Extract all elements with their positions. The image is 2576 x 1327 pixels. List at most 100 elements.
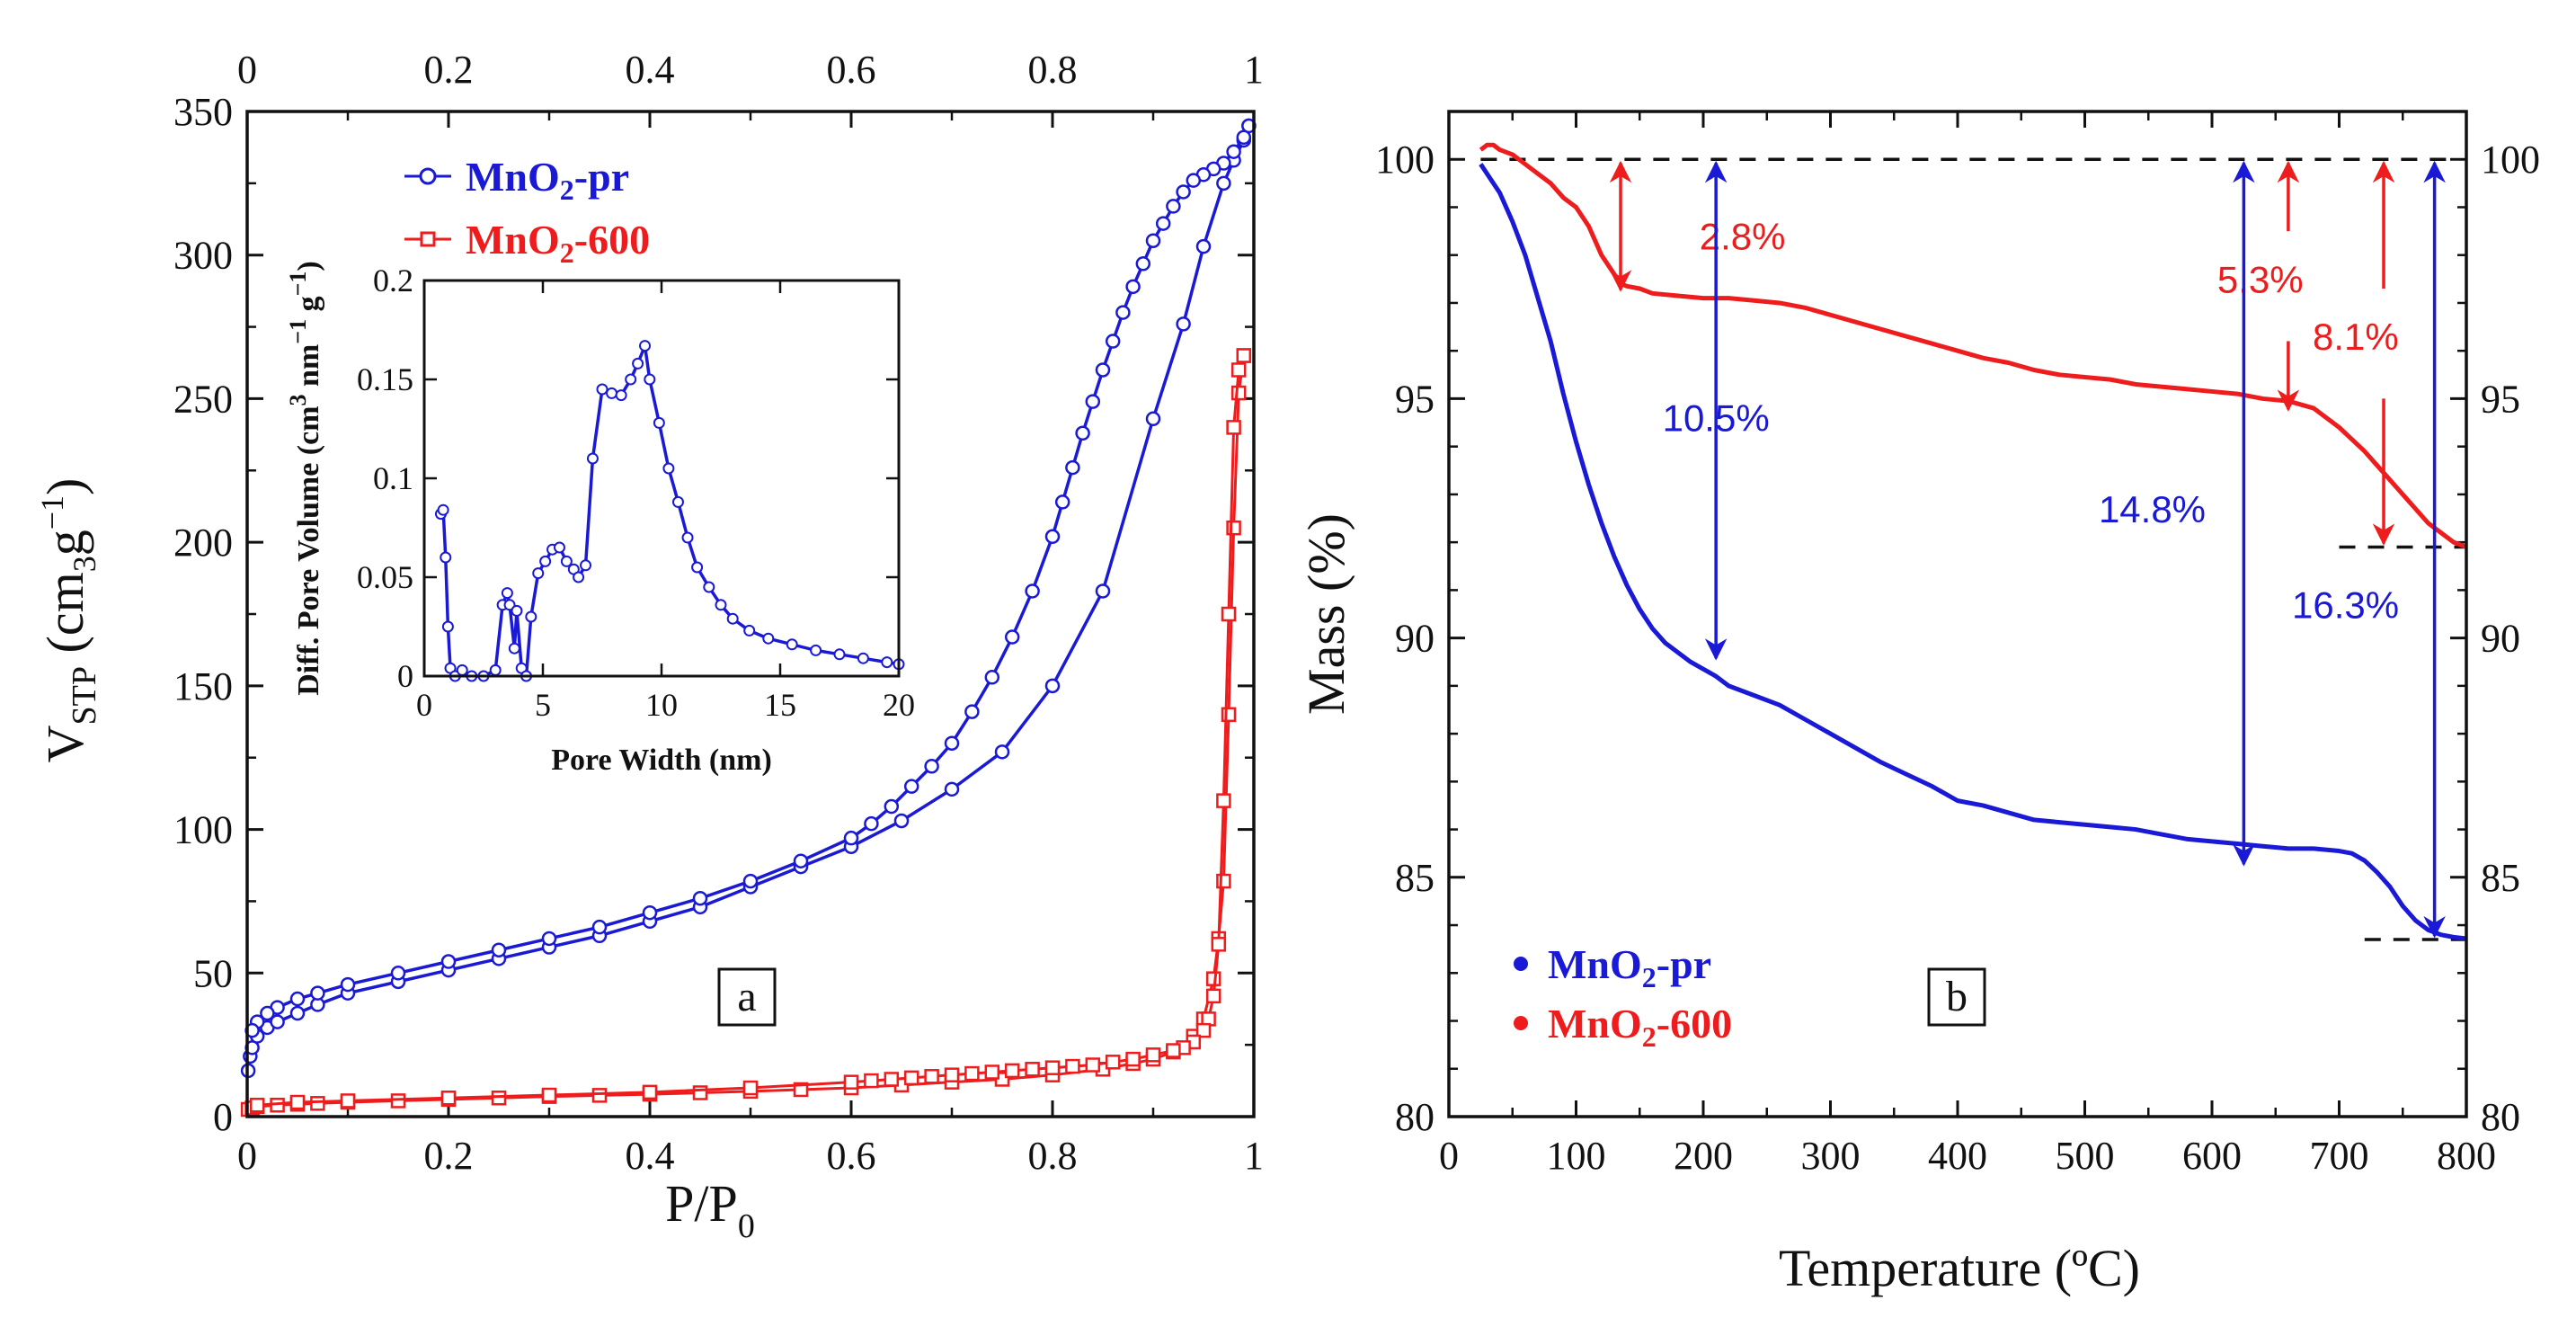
inset-data-point bbox=[586, 452, 599, 465]
data-point-square bbox=[1226, 520, 1241, 536]
inset-data-point bbox=[441, 620, 454, 633]
panel-a-isotherm: 0 0.2 0.4 0.6 0.8 1 0 0.2 0.4 0.6 0.8 1 0501001502… bbox=[34, 48, 1264, 1245]
panel-b-y-right-tick-labels: 80 85 90 95 100 bbox=[2481, 138, 2540, 1139]
data-point-square bbox=[1211, 937, 1227, 952]
data-point-square bbox=[924, 1069, 939, 1084]
inset-data-point bbox=[653, 416, 665, 429]
x-top-tick-label: 0 bbox=[237, 48, 257, 92]
data-point-square bbox=[1230, 385, 1247, 401]
data-point-square bbox=[440, 1090, 457, 1106]
svg-text:a: a bbox=[737, 973, 756, 1020]
inset-y-tick-label: 0.1 bbox=[373, 460, 413, 496]
data-point-circle bbox=[1095, 583, 1111, 599]
data-point-circle bbox=[944, 735, 960, 751]
data-point-circle bbox=[289, 991, 306, 1007]
data-point-circle bbox=[1025, 583, 1040, 599]
panel-a-plot-area bbox=[240, 110, 1257, 1118]
data-point-circle bbox=[984, 670, 1000, 685]
data-point-square bbox=[864, 1073, 879, 1089]
data-point-circle bbox=[1044, 678, 1061, 694]
annotation-label: 5.3% bbox=[2217, 258, 2304, 300]
data-point-square bbox=[1236, 348, 1252, 363]
data-point-circle bbox=[893, 813, 910, 829]
panel-b-x-axis-label: Temperature (ºC) bbox=[1779, 1239, 2140, 1297]
data-point-square bbox=[884, 1072, 900, 1087]
panel-a-x-axis-label: P/P0 bbox=[665, 1174, 755, 1245]
legend-entry-mno2-pr: MnO2-pr bbox=[404, 154, 629, 206]
data-point-square bbox=[1085, 1057, 1101, 1073]
panel-a-legend: MnO2-pr MnO2-600 bbox=[404, 154, 650, 269]
legend-dot-600 bbox=[1514, 1016, 1528, 1030]
data-point-circle bbox=[541, 931, 557, 947]
panel-a-y-axis-label: VSTP (cm3g−1) bbox=[34, 478, 103, 763]
inset-x-tick-label: 5 bbox=[535, 687, 551, 723]
inset-y-axis-label: Diff. Pore Volume (cm3 nm−1 g−1) bbox=[285, 261, 325, 696]
data-point-circle bbox=[260, 1005, 275, 1021]
data-point-square bbox=[642, 1084, 658, 1100]
panel-b-y-axis-label: Mass (%) bbox=[1297, 513, 1355, 715]
inset-data-point bbox=[489, 664, 502, 676]
data-point-circle bbox=[903, 779, 919, 794]
data-point-circle bbox=[340, 976, 356, 993]
data-point-circle bbox=[1236, 129, 1252, 145]
data-point-square bbox=[1195, 1022, 1212, 1038]
data-point-square bbox=[1166, 1043, 1181, 1058]
y-tick-label: 350 bbox=[173, 90, 233, 134]
x-tick-label: 700 bbox=[2310, 1134, 2369, 1178]
data-point-circle bbox=[1054, 494, 1070, 510]
data-point-circle bbox=[994, 744, 1010, 760]
inset-data-point bbox=[715, 599, 727, 611]
data-point-square bbox=[1044, 1060, 1061, 1075]
panel-a-frame bbox=[245, 110, 1256, 1118]
inset-data-point bbox=[508, 642, 520, 655]
x-tick-label: 0.6 bbox=[827, 1134, 876, 1178]
tga-line-mno2-600 bbox=[1479, 142, 2467, 549]
data-point-square bbox=[692, 1085, 708, 1100]
data-point-circle bbox=[944, 781, 960, 797]
inset-y-tick-label: 0.15 bbox=[357, 361, 413, 397]
inset-data-point bbox=[632, 357, 644, 370]
data-point-square bbox=[591, 1088, 608, 1103]
data-point-square bbox=[1105, 1055, 1121, 1070]
inset-x-tick-labels: 0 5 10 15 20 bbox=[416, 687, 915, 723]
x-top-tick-label: 0.2 bbox=[424, 48, 474, 92]
data-point-circle bbox=[1085, 394, 1101, 409]
inset-data-point bbox=[881, 656, 893, 669]
legend-dot-pr bbox=[1514, 957, 1528, 971]
x-tick-label: 800 bbox=[2437, 1134, 2496, 1178]
legend-label-mno2-600: MnO2-600 bbox=[466, 217, 650, 269]
inset-data-point bbox=[857, 652, 869, 664]
inset-y-tick-label: 0 bbox=[397, 658, 413, 694]
inset-data-point bbox=[525, 610, 537, 623]
data-point-circle bbox=[289, 1005, 306, 1021]
inset-data-point bbox=[511, 604, 523, 617]
data-point-circle bbox=[1176, 316, 1191, 332]
inset-data-point bbox=[606, 387, 618, 399]
legend-label-mno2-pr: MnO2-pr bbox=[466, 154, 629, 206]
legend-label-mno2-pr-b: MnO2-pr bbox=[1548, 941, 1711, 993]
panel-b-x-tick-labels: 0 100 200 300 400 500 600 700 800 bbox=[1439, 1134, 2496, 1178]
inset-data-point bbox=[644, 373, 656, 386]
data-point-circle bbox=[1135, 256, 1151, 272]
panel-a-x-top-tick-labels: 0 0.2 0.4 0.6 0.8 1 bbox=[237, 48, 1264, 92]
data-point-square bbox=[1216, 793, 1231, 808]
data-point-circle bbox=[1115, 305, 1131, 320]
y-right-tick-label: 80 bbox=[2481, 1095, 2520, 1139]
y-tick-label: 80 bbox=[1395, 1095, 1435, 1139]
y-tick-label: 50 bbox=[193, 951, 233, 995]
x-tick-label: 0.2 bbox=[424, 1134, 474, 1178]
legend-entry-mno2-600: MnO2-600 bbox=[404, 217, 650, 269]
x-top-tick-label: 0.4 bbox=[626, 48, 675, 92]
data-point-square bbox=[1065, 1058, 1080, 1074]
data-point-circle bbox=[1145, 233, 1161, 248]
legend-square-marker bbox=[420, 231, 436, 247]
data-point-circle bbox=[1044, 529, 1061, 545]
data-point-circle bbox=[1186, 173, 1202, 188]
y-right-tick-label: 95 bbox=[2481, 377, 2520, 421]
x-tick-label: 1 bbox=[1244, 1134, 1264, 1178]
inset-data-point bbox=[662, 462, 675, 475]
x-tick-label: 200 bbox=[1674, 1134, 1733, 1178]
data-point-circle bbox=[964, 704, 980, 719]
panel-b-tga: 0 100 200 300 400 500 600 700 800 80 85 90 95 100 80… bbox=[1297, 110, 2540, 1297]
x-top-tick-label: 0.8 bbox=[1028, 48, 1078, 92]
